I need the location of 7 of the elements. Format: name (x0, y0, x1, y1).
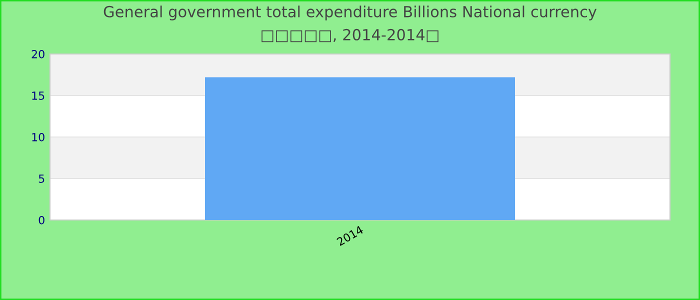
y-tick-label: 20 (32, 50, 44, 58)
y-tick-label: 5 (38, 174, 44, 183)
y-tick-label: 10 (32, 132, 44, 142)
y-tick-label: 0 (38, 216, 44, 224)
chart-subtitle: □□□□□, 2014-2014□ (262, 28, 438, 42)
y-tick-label: 15 (32, 92, 44, 100)
chart-title: General government total expenditure Billions National currency (104, 6, 597, 20)
